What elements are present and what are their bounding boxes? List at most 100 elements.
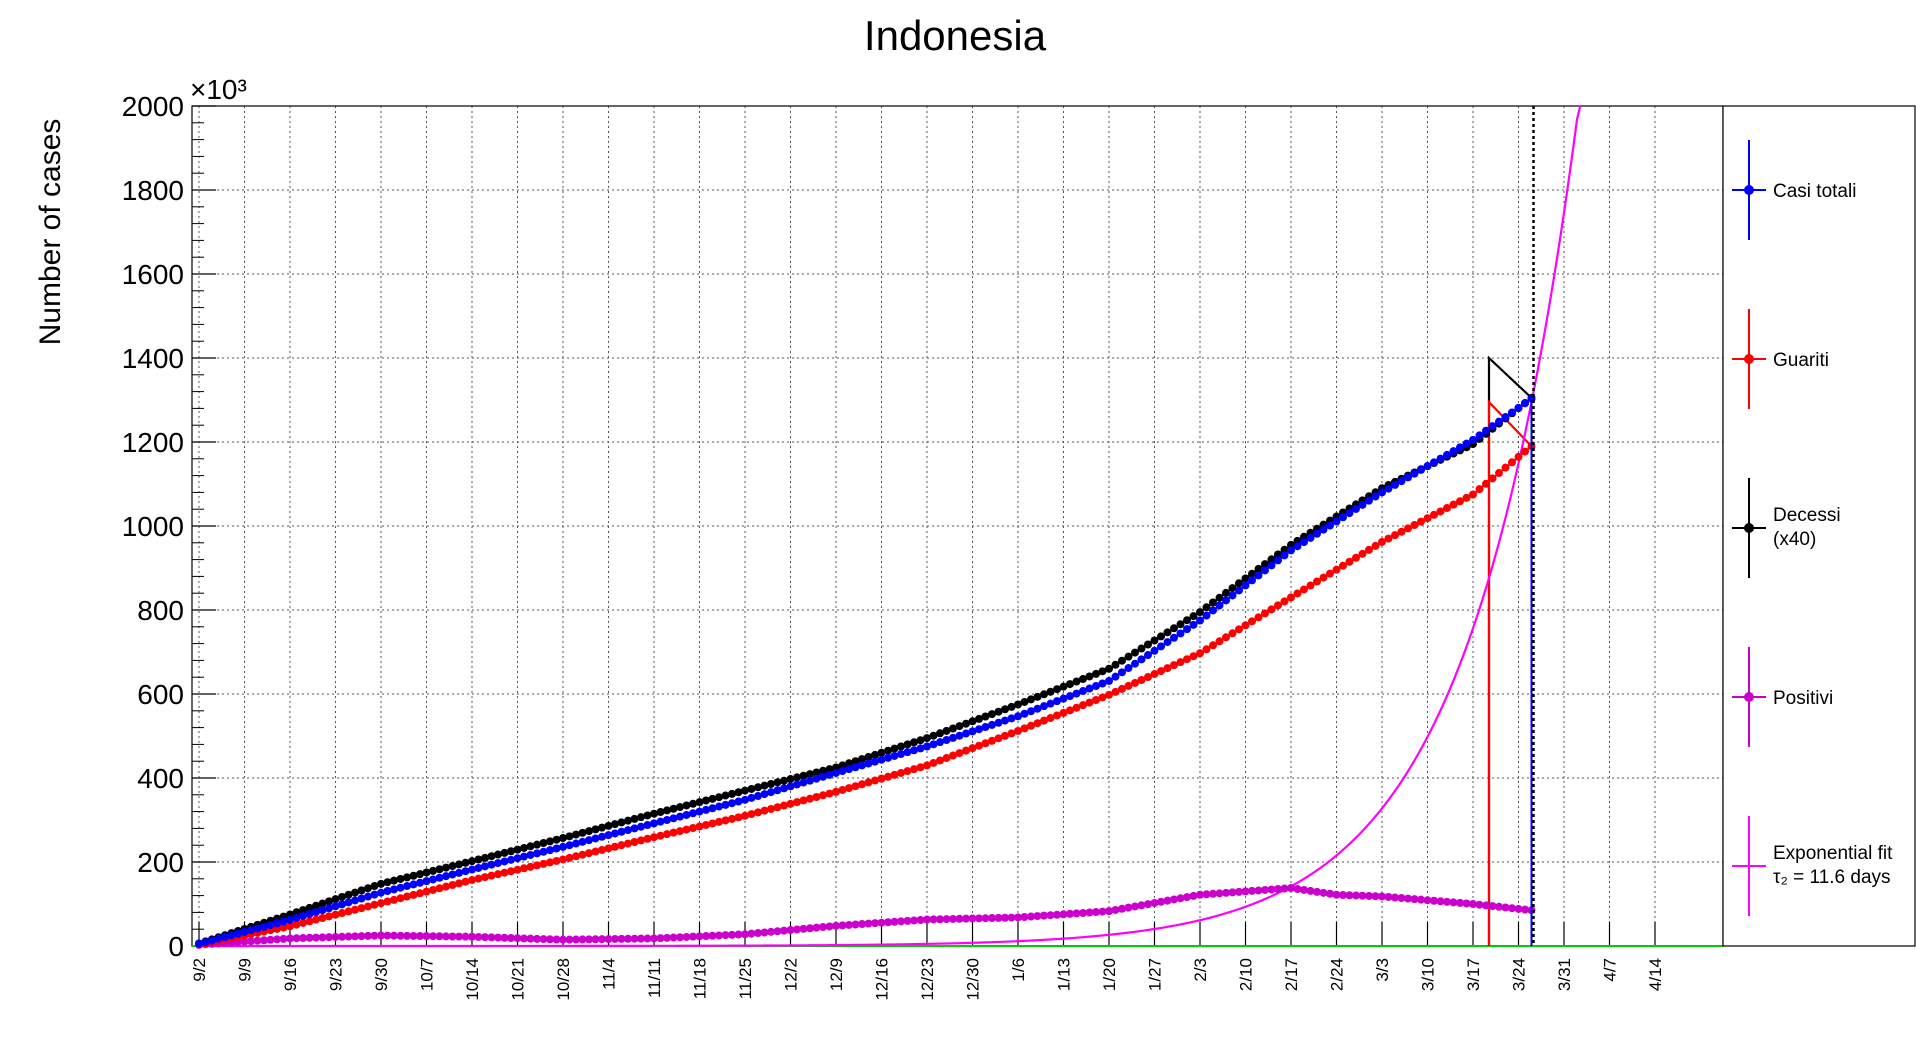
total-cases-point bbox=[546, 846, 554, 855]
total-cases-point bbox=[773, 786, 782, 795]
recovered-point bbox=[292, 920, 301, 929]
total-cases-point bbox=[253, 924, 262, 933]
total-cases-point bbox=[1436, 454, 1445, 463]
positive-point bbox=[1111, 905, 1120, 914]
recovered-point bbox=[1163, 664, 1172, 673]
recovered-point bbox=[377, 899, 385, 908]
y-tick-label: 2000 bbox=[122, 91, 184, 122]
recovered-point bbox=[624, 839, 632, 848]
total-cases-point bbox=[1163, 638, 1172, 647]
positive-point bbox=[734, 930, 743, 939]
recovered-point bbox=[312, 915, 320, 924]
recovered-point bbox=[669, 828, 678, 837]
positive-point bbox=[383, 931, 392, 940]
x-tick-label: 10/21 bbox=[509, 958, 528, 1001]
deaths-point bbox=[910, 738, 918, 747]
total-cases-point bbox=[383, 887, 392, 896]
x-tick-label: 9/9 bbox=[236, 958, 255, 982]
x-tick-label: 1/13 bbox=[1055, 958, 1074, 991]
recovered-point bbox=[988, 736, 996, 745]
positive-point bbox=[949, 914, 957, 923]
recovered-point bbox=[812, 792, 821, 801]
positive-point bbox=[1040, 911, 1048, 920]
total-cases-point bbox=[604, 831, 613, 840]
total-cases-point bbox=[734, 797, 743, 806]
recovered-point bbox=[1332, 565, 1341, 574]
total-cases-point bbox=[955, 731, 964, 740]
total-cases-point bbox=[1235, 586, 1243, 595]
recovered-point bbox=[305, 917, 314, 926]
positive-point bbox=[325, 933, 333, 942]
positive-point bbox=[955, 914, 964, 923]
positive-point bbox=[1053, 910, 1061, 919]
deaths-point bbox=[435, 865, 444, 874]
positive-point bbox=[1020, 912, 1029, 921]
positive-point bbox=[578, 935, 587, 944]
recovered-point bbox=[1131, 678, 1139, 687]
total-cases-point bbox=[1137, 655, 1146, 664]
total-cases-point bbox=[396, 883, 405, 892]
positive-point bbox=[617, 934, 626, 943]
recovered-point bbox=[1059, 708, 1068, 717]
recovered-point bbox=[1007, 729, 1016, 738]
positive-point bbox=[1072, 909, 1081, 918]
deaths-point bbox=[923, 734, 931, 743]
deaths-point bbox=[591, 825, 600, 834]
total-cases-point bbox=[318, 906, 327, 915]
positive-point bbox=[1241, 887, 1250, 896]
total-cases-point bbox=[1410, 469, 1419, 478]
deaths-series bbox=[195, 393, 1536, 948]
total-cases-point bbox=[637, 822, 645, 831]
total-cases-point bbox=[598, 832, 606, 841]
recovered-point bbox=[500, 868, 509, 877]
deaths-point bbox=[513, 845, 522, 854]
positive-point bbox=[1456, 898, 1464, 907]
positive-point bbox=[539, 935, 548, 944]
positive-point bbox=[1215, 889, 1224, 898]
total-cases-point bbox=[1267, 561, 1276, 570]
total-cases-point bbox=[299, 912, 307, 921]
positive-point bbox=[864, 919, 873, 928]
total-cases-point bbox=[429, 875, 437, 884]
positive-point bbox=[942, 915, 951, 924]
total-cases-point bbox=[1150, 646, 1159, 655]
positive-point bbox=[312, 933, 320, 942]
total-cases-point bbox=[1176, 629, 1185, 638]
recovered-point bbox=[1027, 721, 1035, 730]
deaths-point bbox=[617, 818, 626, 827]
total-cases-point bbox=[442, 872, 450, 881]
recovered-point bbox=[448, 881, 457, 890]
recovered-point bbox=[396, 894, 405, 903]
positive-point bbox=[799, 924, 808, 933]
total-cases-point bbox=[370, 890, 379, 899]
deaths-point bbox=[474, 855, 483, 864]
recovered-point bbox=[682, 825, 691, 834]
positive-point bbox=[1176, 894, 1185, 903]
recovered-point bbox=[1020, 724, 1029, 733]
positive-point bbox=[1501, 903, 1510, 912]
total-cases-point bbox=[260, 922, 268, 931]
total-cases-point bbox=[1456, 443, 1464, 452]
deaths-point bbox=[650, 809, 658, 818]
positive-point bbox=[1410, 895, 1419, 904]
total-cases-point bbox=[286, 915, 294, 924]
recovered-point bbox=[617, 841, 626, 850]
positive-point bbox=[650, 934, 658, 943]
positive-point bbox=[487, 933, 496, 942]
total-cases-point bbox=[994, 718, 1003, 727]
recovered-point bbox=[884, 772, 892, 781]
positive-point bbox=[338, 932, 346, 941]
deaths-point bbox=[747, 784, 756, 793]
positive-point bbox=[468, 932, 476, 941]
total-cases-point bbox=[1449, 447, 1458, 456]
recovered-point bbox=[962, 746, 970, 755]
deaths-point bbox=[871, 750, 879, 759]
recovered-point bbox=[1066, 706, 1074, 715]
deaths-point bbox=[1183, 616, 1191, 625]
y-tick-label: 1400 bbox=[122, 343, 184, 374]
total-cases-point bbox=[1326, 521, 1334, 530]
deaths-point bbox=[611, 820, 619, 829]
y-tick-label: 0 bbox=[168, 931, 184, 962]
total-cases-point bbox=[240, 927, 249, 936]
total-cases-point bbox=[669, 814, 678, 823]
